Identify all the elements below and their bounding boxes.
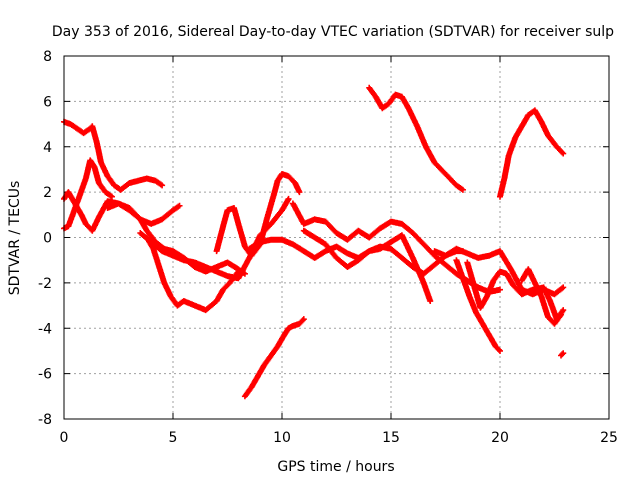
series-arc-1 <box>61 118 166 193</box>
y-tick-label: 8 <box>43 49 52 65</box>
data-point-markers <box>61 118 166 193</box>
data-point-markers <box>464 259 567 323</box>
plot-frame <box>63 55 610 420</box>
data-point-markers <box>366 84 466 193</box>
x-tick-label: 0 <box>60 430 69 446</box>
y-tick-label: 0 <box>43 231 52 247</box>
y-tick-label: 6 <box>43 94 52 110</box>
series-arc-14 <box>453 257 503 354</box>
series-arc-12 <box>366 84 466 193</box>
data-point-markers <box>246 232 434 305</box>
chart-title: Day 353 of 2016, Sidereal Day-to-day VTE… <box>52 24 614 40</box>
x-tick-label: 10 <box>273 430 291 446</box>
y-tick-label: -8 <box>38 412 52 428</box>
series-arc-18 <box>558 350 567 359</box>
y-tick-label: -6 <box>38 367 52 383</box>
data-point-markers <box>241 316 307 400</box>
y-tick-label: 4 <box>43 140 52 156</box>
data-point-markers <box>497 107 567 200</box>
tick-labels: 0 5 10 15 20 25 -8 -6 -4 -2 0 2 4 6 8 <box>38 49 618 446</box>
series-arc-8 <box>241 316 307 400</box>
y-axis-label: SDTVAR / TECUs <box>7 181 23 296</box>
x-tick-label: 20 <box>491 430 509 446</box>
series-arc-16 <box>497 107 567 200</box>
data-point-markers <box>518 266 565 327</box>
x-tick-label: 5 <box>169 430 178 446</box>
y-tick-label: -4 <box>38 321 52 337</box>
series-arc-9 <box>246 232 434 305</box>
x-tick-label: 15 <box>382 430 400 446</box>
data-series <box>61 84 567 400</box>
data-point-markers <box>558 350 567 359</box>
y-tick-label: 2 <box>43 185 52 201</box>
data-point-markers <box>453 257 503 354</box>
series-arc-15 <box>464 259 567 323</box>
series-arc-17 <box>518 266 565 327</box>
x-axis-label: GPS time / hours <box>277 459 394 475</box>
y-tick-label: -2 <box>38 276 52 292</box>
x-tick-label: 25 <box>600 430 618 446</box>
